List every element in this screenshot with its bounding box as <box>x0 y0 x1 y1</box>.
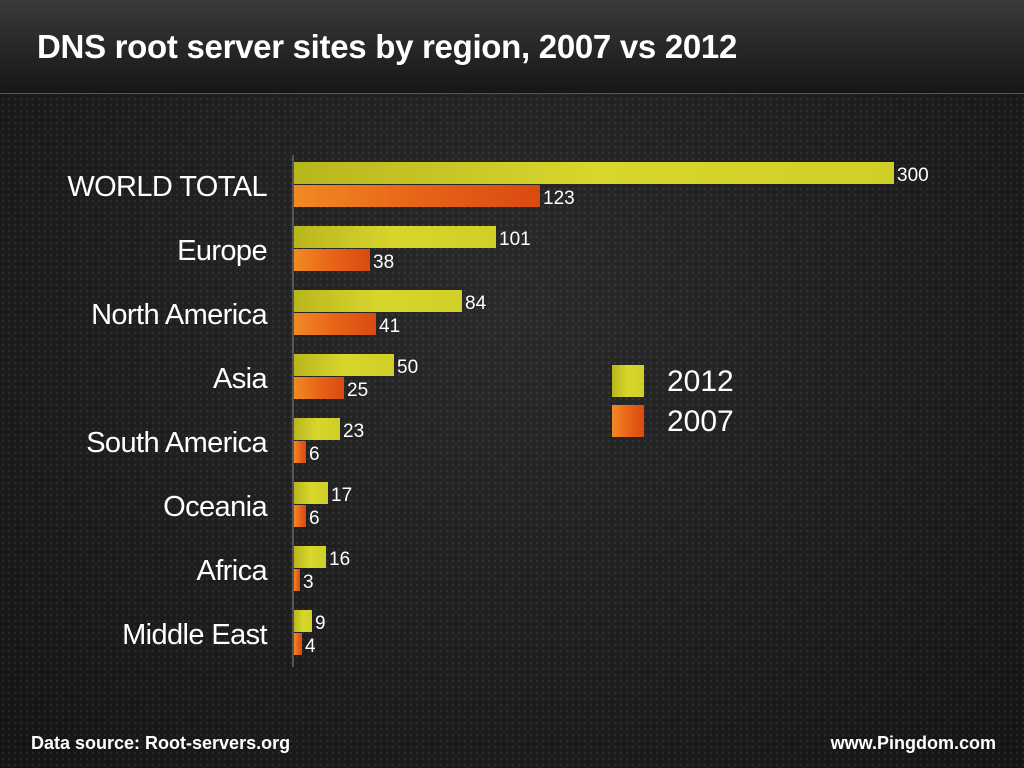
value-label: 4 <box>305 636 316 657</box>
bar-2007-3 <box>294 377 344 399</box>
bar-2012-0 <box>294 162 894 184</box>
bar-2012-3 <box>294 354 394 376</box>
category-label: Asia <box>213 363 268 395</box>
value-label: 3 <box>303 572 314 593</box>
value-label: 300 <box>897 165 929 186</box>
value-label: 9 <box>315 613 326 634</box>
value-label: 25 <box>347 380 368 401</box>
header-bar: DNS root server sites by region, 2007 vs… <box>0 0 1024 94</box>
value-label: 84 <box>465 293 487 314</box>
value-label: 41 <box>379 316 400 337</box>
bar-2012-5 <box>294 482 328 504</box>
category-label: Europe <box>177 235 267 267</box>
value-label: 101 <box>499 229 531 250</box>
bar-2007-0 <box>294 185 540 207</box>
value-label: 123 <box>543 188 575 209</box>
value-label: 16 <box>329 549 350 570</box>
category-label: North America <box>91 299 268 331</box>
legend-swatch-2007 <box>612 405 644 437</box>
category-label: Africa <box>196 555 268 587</box>
bar-2007-7 <box>294 633 302 655</box>
value-label: 38 <box>373 252 394 273</box>
bar-2012-1 <box>294 226 496 248</box>
value-label: 6 <box>309 508 320 529</box>
value-label: 50 <box>397 357 418 378</box>
value-label: 6 <box>309 444 320 465</box>
data-source-text: Data source: Root-servers.org <box>31 733 291 753</box>
category-label: Oceania <box>163 491 268 523</box>
bar-2007-6 <box>294 569 300 591</box>
bar-2012-6 <box>294 546 326 568</box>
legend-swatch-2012 <box>612 365 644 397</box>
category-label: South America <box>86 427 268 459</box>
bar-2007-2 <box>294 313 376 335</box>
value-label: 23 <box>343 421 364 442</box>
value-label: 17 <box>331 485 352 506</box>
legend-label: 2007 <box>667 405 734 438</box>
bar-2012-7 <box>294 610 312 632</box>
bar-2007-4 <box>294 441 306 463</box>
bar-2007-1 <box>294 249 370 271</box>
legend-label: 2012 <box>667 365 734 398</box>
category-label: Middle East <box>122 619 267 651</box>
credit-text: www.Pingdom.com <box>830 733 996 753</box>
category-label: WORLD TOTAL <box>67 171 267 203</box>
page-title: DNS root server sites by region, 2007 vs… <box>37 28 738 65</box>
bar-2007-5 <box>294 505 306 527</box>
bar-2012-2 <box>294 290 462 312</box>
bar-2012-4 <box>294 418 340 440</box>
